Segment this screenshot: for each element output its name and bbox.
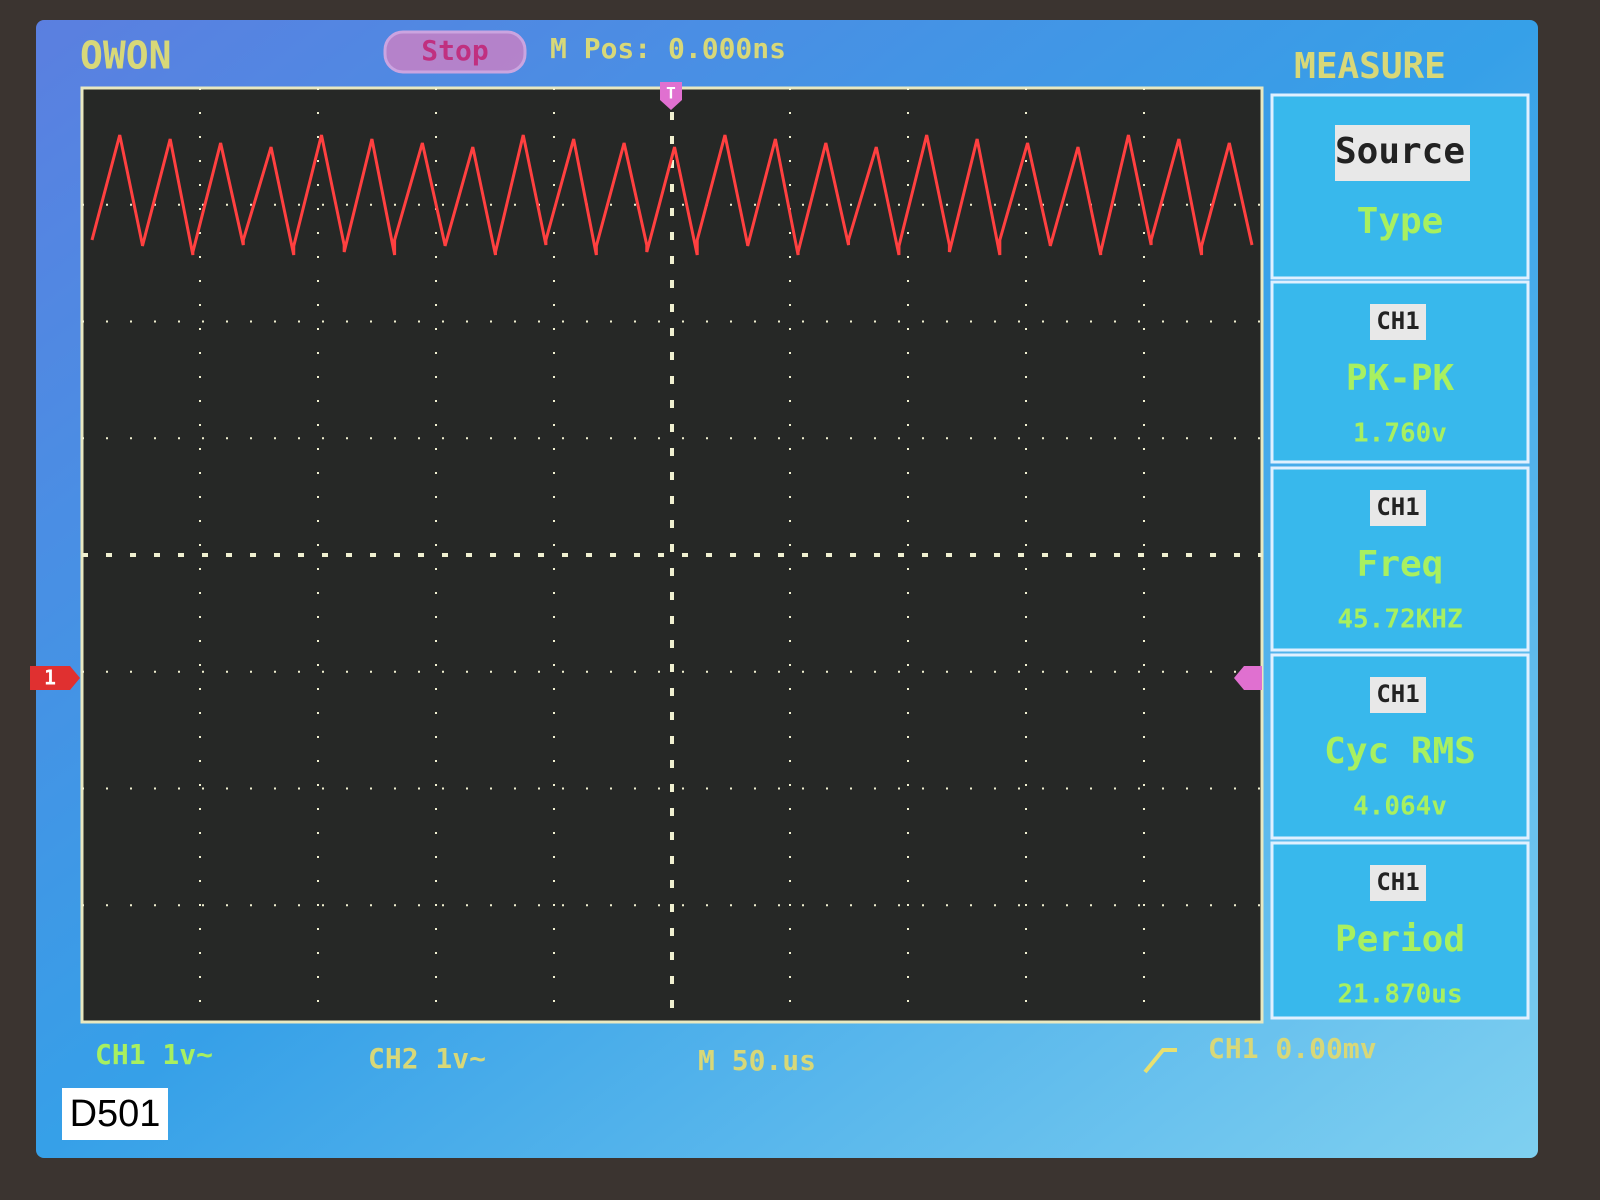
level-marker (1234, 666, 1262, 690)
channel-box (1370, 490, 1426, 526)
brand: OWON (80, 34, 172, 78)
timebase: M 50.us (698, 1044, 816, 1077)
measure-type: PK-PK (1346, 358, 1455, 399)
measure-value: 21.870us (1337, 980, 1462, 1010)
position: M Pos: 0.000ns (550, 32, 786, 65)
trigger-slope (1143, 1048, 1177, 1074)
source-box (1335, 125, 1470, 181)
measure-value: 1.760v (1353, 419, 1447, 449)
channel: CH1 (1376, 680, 1419, 708)
channel: CH1 (1376, 493, 1419, 521)
measure-type: Period (1335, 919, 1465, 960)
waveform (90, 134, 1254, 256)
measure-value: 4.064v (1353, 792, 1447, 822)
trigger-level: CH1 0.00mv (1208, 1032, 1377, 1065)
tag: D501 (70, 1093, 161, 1135)
channel: CH1 (1376, 307, 1419, 335)
channel-box (1370, 677, 1426, 713)
run-state[interactable]: Stop (421, 34, 488, 67)
measure-value: 45.72KHZ (1337, 605, 1462, 635)
channel-box (1370, 304, 1426, 340)
trigger-marker (660, 82, 682, 110)
trigger-label: T (666, 84, 676, 103)
menu-option[interactable]: Source (1335, 131, 1465, 172)
measure-type: Freq (1357, 544, 1444, 585)
ch1-scale: CH1 1v~ (95, 1038, 213, 1071)
menu-box (1270, 93, 1530, 280)
grid (82, 88, 1262, 1022)
ch2-scale: CH2 1v~ (368, 1042, 486, 1075)
channel-marker (30, 666, 80, 690)
state-badge (383, 30, 527, 74)
measure-type: Cyc RMS (1324, 731, 1476, 772)
measure-menu: Source Type CH1 PK-PK 1.760v CH1 Freq 45.72KHZ C… (1270, 93, 1530, 1020)
channel: CH1 (1376, 868, 1419, 896)
tag-box (62, 1088, 168, 1140)
channel-box (1370, 865, 1426, 901)
menu-sub: Type (1357, 201, 1444, 242)
menu-title: MEASURE (1294, 46, 1446, 87)
channel-label: 1 (44, 666, 56, 690)
